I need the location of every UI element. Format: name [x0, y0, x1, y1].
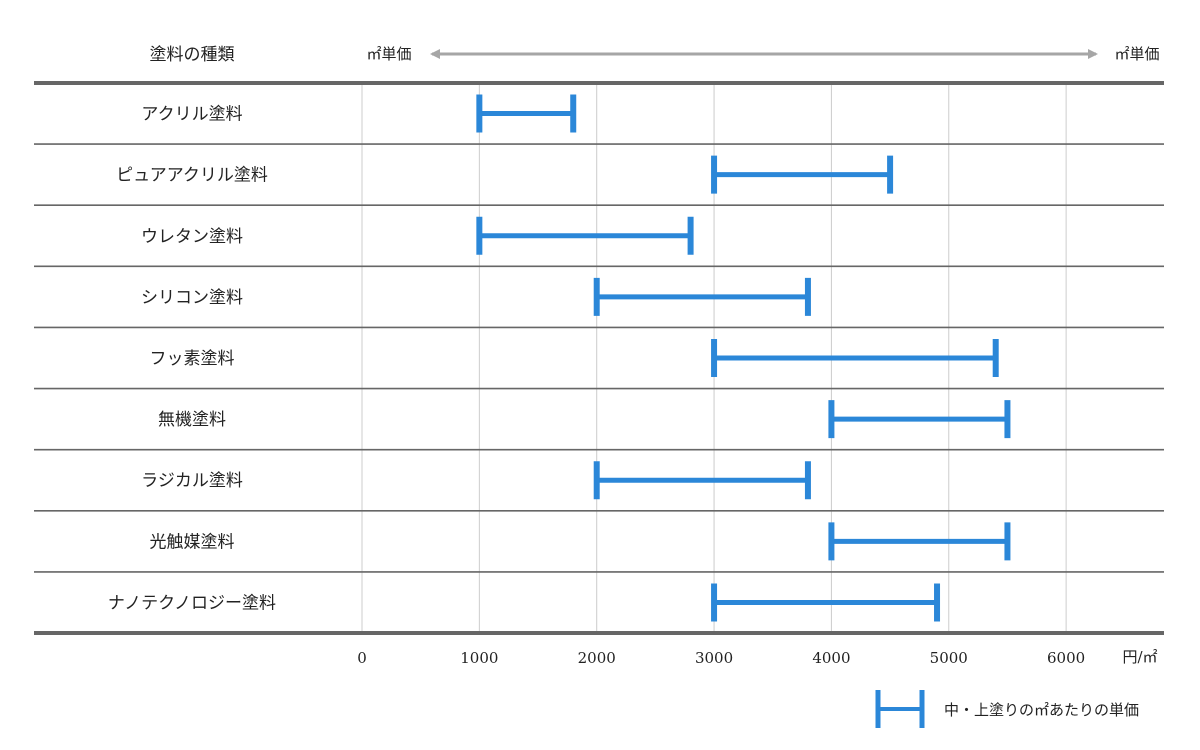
legend: 中・上塗りの㎡あたりの単価 [875, 690, 1139, 728]
category-label: シリコン塗料 [141, 287, 243, 308]
x-tick-label-2000: 2000 [578, 649, 616, 667]
category-label: ウレタン塗料 [141, 226, 243, 247]
x-axis-unit: 円/㎡ [1122, 648, 1157, 666]
category-label: アクリル塗料 [141, 104, 242, 125]
category-column-header: 塗料の種類 [150, 44, 235, 65]
row-rules [34, 81, 1164, 635]
category-label: フッ素塗料 [150, 348, 235, 369]
category-label: ピュアアクリル塗料 [116, 165, 268, 186]
x-tick-label-4000: 4000 [812, 649, 850, 667]
x-tick-label-3000: 3000 [695, 649, 733, 667]
x-tick-label-6000: 6000 [1047, 649, 1085, 667]
arrow-right-label: ㎡単価 [1114, 45, 1159, 63]
range-bars [476, 94, 1011, 622]
x-axis-ticks: 0 1000 2000 3000 4000 5000 6000 [357, 649, 1085, 667]
category-label: 光触媒塗料 [150, 531, 235, 552]
x-tick-label-5000: 5000 [930, 649, 968, 667]
category-label: ラジカル塗料 [141, 470, 243, 491]
category-labels: アクリル塗料ピュアアクリル塗料ウレタン塗料シリコン塗料フッ素塗料無機塗料ラジカル… [108, 104, 276, 614]
category-label: 無機塗料 [158, 409, 226, 430]
legend-label: 中・上塗りの㎡あたりの単価 [944, 701, 1139, 719]
x-tick-label-0: 0 [357, 649, 367, 667]
arrow-left-label: ㎡単価 [366, 45, 411, 63]
category-label: ナノテクノロジー塗料 [108, 592, 276, 613]
x-tick-label-1000: 1000 [460, 649, 498, 667]
